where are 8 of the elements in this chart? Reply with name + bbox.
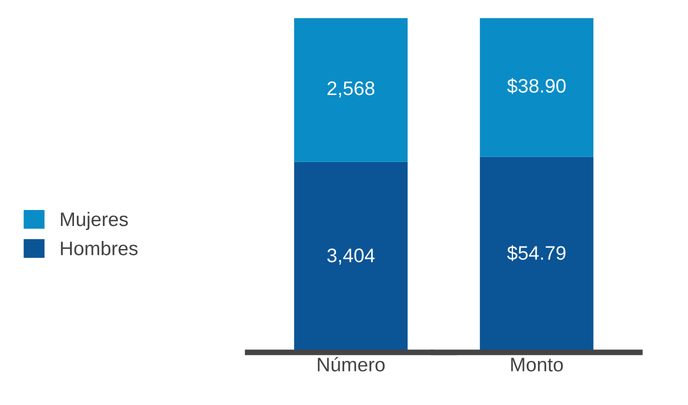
legend-label: Hombres [60, 241, 138, 256]
data-label: $38.90 [507, 78, 566, 94]
legend-label: Mujeres [60, 212, 128, 230]
x-tick-label: Número [318, 356, 385, 372]
data-label: 2,568 [328, 81, 374, 98]
x-tick-label: Monto [511, 358, 563, 372]
data-label: 3,404 [327, 248, 375, 265]
data-label: $54.79 [507, 245, 566, 261]
